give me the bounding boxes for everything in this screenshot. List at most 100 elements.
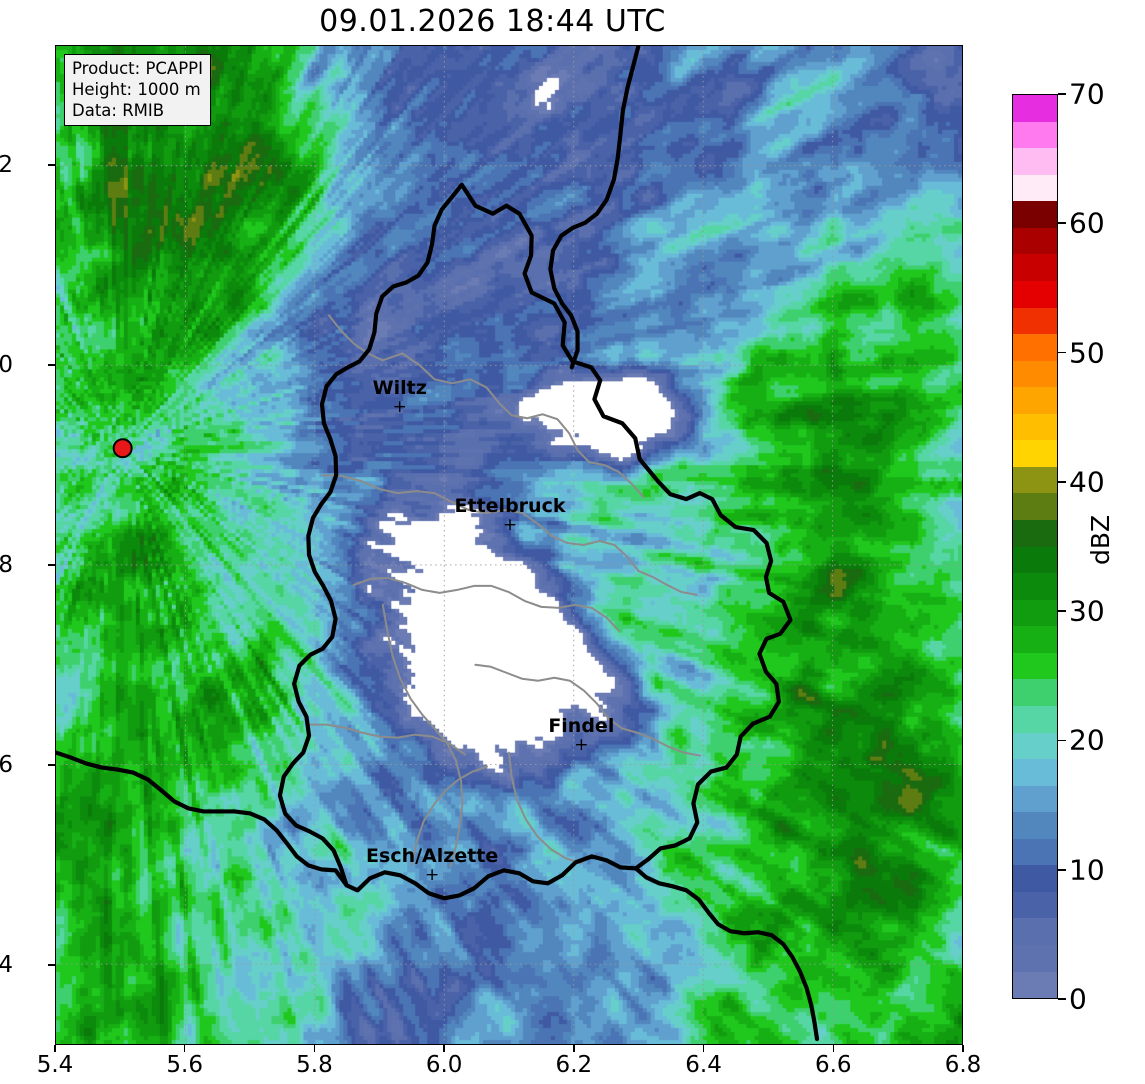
x-axis-tick-label: 6.0: [425, 1052, 463, 1078]
x-axis-tick: [313, 1045, 316, 1052]
colorbar-segment: [1013, 945, 1057, 972]
info-data: Data: RMIB: [72, 101, 165, 120]
radar-plot-area: Product: PCAPPI Height: 1000 m Data: RMI…: [55, 45, 963, 1045]
colorbar-segment: [1013, 440, 1057, 467]
district-boundary-path: [410, 765, 488, 866]
colorbar-tick-label: 0: [1069, 982, 1087, 1016]
colorbar-segment: [1013, 759, 1057, 786]
gridlines: [56, 46, 962, 1044]
colorbar-segment: [1013, 652, 1057, 680]
colorbar-segment: [1013, 599, 1057, 627]
y-axis-tick: [48, 964, 55, 966]
district-boundary-path: [508, 751, 583, 865]
y-axis-tick-label: 50.0: [0, 352, 13, 378]
colorbar-segment: [1013, 520, 1057, 547]
colorbar-tick-label: 50: [1069, 336, 1105, 370]
national-borders: [56, 46, 820, 1042]
radar-site-marker: [112, 438, 133, 459]
x-axis-tick: [443, 1045, 445, 1052]
x-axis-tick: [962, 1045, 964, 1052]
district-boundary-path: [381, 603, 464, 868]
colorbar-segment: [1013, 201, 1057, 228]
border-path: [548, 46, 641, 370]
info-height: Height: 1000 m: [72, 80, 201, 99]
radar-reflectivity-field: [56, 46, 962, 1044]
colorbar-segment: [1013, 971, 1057, 998]
x-axis-tick-label: 6.6: [814, 1052, 852, 1078]
colorbar-segment: [1013, 174, 1057, 202]
y-axis-tick-label: 50.2: [0, 152, 13, 178]
colorbar-segment: [1013, 307, 1057, 335]
border-path: [633, 866, 820, 1042]
colorbar-tick: [1058, 610, 1066, 612]
colorbar-tick-label: 10: [1069, 853, 1105, 887]
x-axis-tick: [702, 1045, 705, 1052]
map-overlay-layer: [56, 46, 962, 1044]
colorbar-segment: [1013, 573, 1057, 600]
colorbar-segment: [1013, 413, 1057, 441]
product-info-box: Product: PCAPPI Height: 1000 m Data: RMI…: [64, 54, 211, 126]
x-axis-tick: [54, 1045, 56, 1052]
colorbar-tick: [1058, 222, 1066, 225]
y-axis-tick-label: 49.8: [0, 552, 13, 578]
district-boundary-path: [307, 723, 466, 756]
district-boundary-path: [352, 576, 621, 632]
colorbar-segment: [1013, 838, 1057, 866]
x-axis-tick: [573, 1045, 575, 1052]
colorbar-segment: [1013, 918, 1057, 945]
colorbar-segment: [1013, 705, 1057, 733]
colorbar-tick-label: 30: [1069, 594, 1105, 628]
colorbar-segment: [1013, 546, 1057, 574]
colorbar: [1012, 94, 1058, 999]
y-axis-tick: [48, 364, 55, 366]
page-title: 09.01.2026 18:44 UTC: [319, 4, 666, 39]
colorbar-segment: [1013, 360, 1057, 388]
colorbar-segment: [1013, 785, 1057, 813]
y-axis-tick: [48, 764, 55, 766]
colorbar-tick-label: 40: [1069, 465, 1105, 499]
x-axis-tick: [832, 1045, 835, 1052]
colorbar-tick: [1058, 998, 1066, 1000]
colorbar-unit-label: dBZ: [1086, 514, 1115, 565]
colorbar-tick: [1058, 739, 1066, 742]
district-boundary-path: [321, 474, 640, 572]
colorbar-tick: [1058, 481, 1066, 483]
district-boundary-path: [588, 461, 645, 499]
district-boundary-path: [381, 352, 591, 464]
border-path: [277, 182, 793, 901]
colorbar-segment: [1013, 732, 1057, 760]
x-axis-tick-label: 5.4: [36, 1052, 74, 1078]
colorbar-tick-label: 70: [1069, 77, 1105, 111]
district-boundary-path: [637, 569, 698, 596]
colorbar-tick: [1058, 351, 1066, 354]
colorbar-segment: [1013, 466, 1057, 494]
colorbar-tick: [1058, 93, 1066, 95]
x-axis-tick-label: 5.8: [296, 1052, 333, 1078]
colorbar-segment: [1013, 387, 1057, 414]
y-axis-tick-label: 49.4: [0, 952, 13, 978]
district-boundaries: [307, 314, 701, 868]
y-axis-tick: [48, 564, 55, 566]
district-boundary-path: [474, 663, 639, 734]
colorbar-segment: [1013, 493, 1057, 520]
colorbar-segment: [1013, 626, 1057, 653]
colorbar-segment: [1013, 95, 1057, 122]
x-axis-tick-label: 6.2: [555, 1052, 593, 1078]
district-boundary-path: [636, 731, 701, 757]
x-axis-tick: [183, 1045, 186, 1052]
district-boundary-path: [328, 314, 384, 362]
colorbar-segment: [1013, 812, 1057, 839]
colorbar-segment: [1013, 280, 1057, 308]
colorbar-segment: [1013, 254, 1057, 281]
info-product: Product: PCAPPI: [72, 59, 203, 78]
x-axis-tick-label: 6.4: [685, 1052, 722, 1078]
colorbar-segment: [1013, 121, 1057, 149]
y-axis-tick-label: 49.6: [0, 752, 13, 778]
colorbar-segment: [1013, 227, 1057, 255]
y-axis-tick: [48, 164, 55, 166]
colorbar-segment: [1013, 679, 1057, 706]
colorbar-segment: [1013, 334, 1057, 361]
x-axis-tick-label: 5.6: [166, 1052, 203, 1078]
colorbar-tick-label: 20: [1069, 723, 1105, 757]
x-axis-tick-label: 6.8: [944, 1052, 982, 1078]
